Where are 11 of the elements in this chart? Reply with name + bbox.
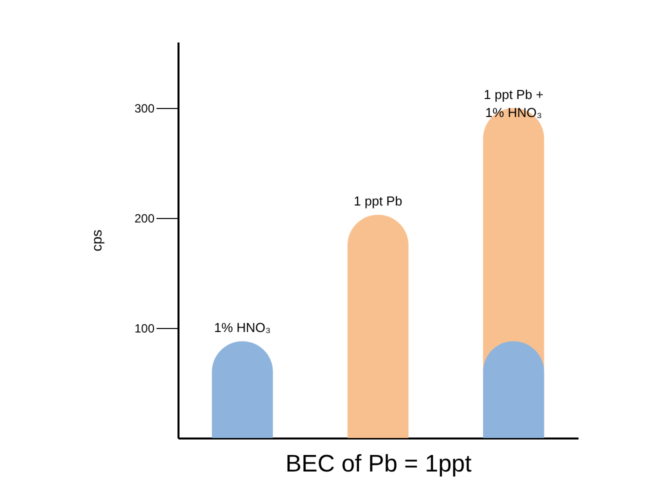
y-tick-label: 100 — [134, 322, 155, 336]
x-tick-label: 1% HNO₃ — [214, 320, 271, 336]
bar — [347, 214, 409, 438]
x-tick-label: 1 ppt Pb — [354, 194, 402, 209]
y-tick-label: 300 — [134, 102, 155, 116]
x-tick-label: 1 ppt Pb + 1% HNO₃ — [484, 87, 544, 120]
y-axis-title: cps — [88, 230, 104, 252]
bar — [483, 341, 544, 438]
y-tick-label: 200 — [134, 212, 155, 226]
x-axis-title: BEC of Pb = 1ppt — [285, 450, 472, 478]
bar — [212, 341, 273, 438]
